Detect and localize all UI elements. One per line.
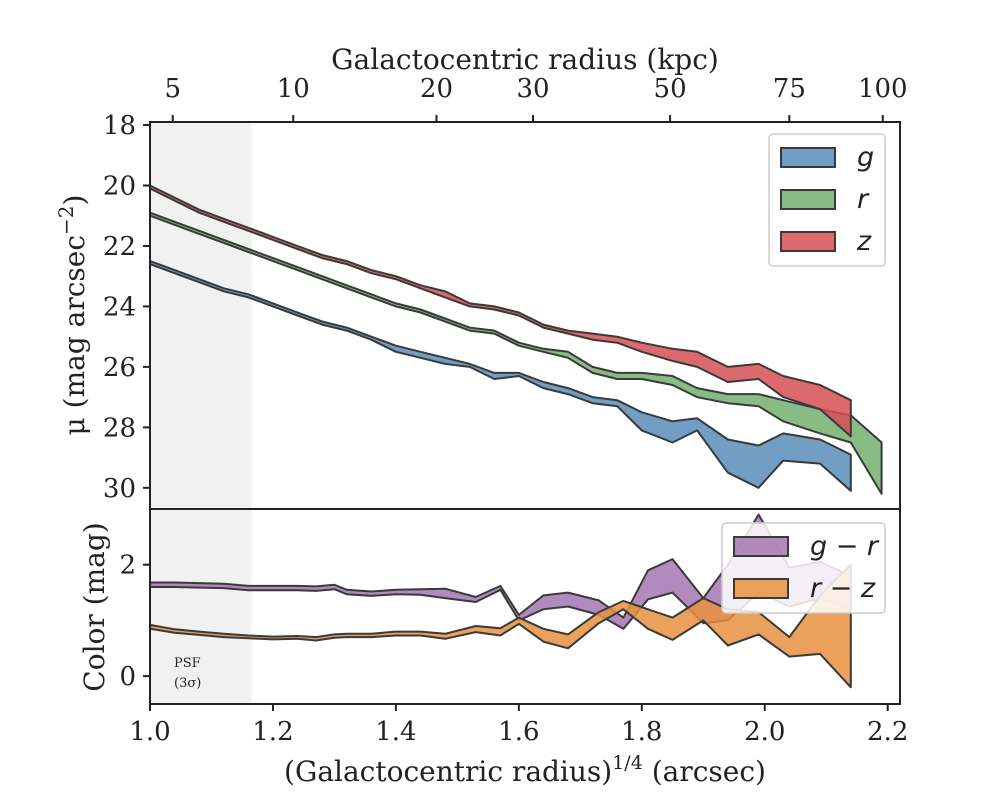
legend-swatch-z	[780, 231, 836, 252]
x-tick-label-2: 2.0	[744, 717, 785, 747]
kpc-tick-label-5: 5	[164, 74, 181, 104]
mu-axis: 18 20 22 24 26 28 30	[103, 111, 150, 504]
kpc-tick-label-20: 20	[420, 74, 453, 104]
surface-brightness-legend: grz	[768, 133, 886, 267]
kpc-axis: 5 10 20 30 50 75 100	[164, 74, 908, 122]
radius-quarter-axis-title-main: (Galactocentric radius)	[284, 755, 612, 788]
psf-label: PSF	[174, 656, 201, 671]
color-legend: g − r r − z	[721, 522, 886, 614]
psf-shaded-region-bottom	[150, 509, 252, 704]
legend-swatch-g-r	[733, 536, 789, 557]
psf-sigma-label: (3σ)	[174, 676, 201, 691]
color-axis: 02	[119, 551, 150, 692]
color-axis-title: Color (mag)	[78, 522, 111, 691]
x-tick-label-1-2: 1.2	[252, 717, 293, 747]
radius-quarter-axis-title-sup: 1/4	[612, 752, 643, 774]
kpc-tick-label-100: 100	[858, 74, 908, 104]
color-panel: 02 1.0 1.2 1.4 1.6 1.8 2.0 2.2 Color (mag) (Ga…	[78, 508, 908, 788]
legend-swatch-g	[780, 147, 836, 168]
mu-tick-label-28: 28	[103, 413, 136, 443]
legend-label-r: r	[857, 184, 870, 215]
legend-label-r-z: r − z	[810, 573, 876, 604]
kpc-tick-label-50: 50	[654, 74, 687, 104]
x-tick-label-1: 1.0	[129, 717, 170, 747]
surface-brightness-bands	[150, 184, 883, 495]
color-tick-label-0: 0	[119, 662, 136, 692]
kpc-tick-label-10: 10	[277, 74, 310, 104]
surface-brightness-panel: 18 20 22 24 26 28 30 5 10 20 30 50 75 100 Galactocen…	[54, 43, 908, 510]
x-tick-label-1-6: 1.6	[498, 717, 539, 747]
mu-tick-label-30: 30	[103, 474, 136, 504]
x-tick-label-1-4: 1.4	[375, 717, 416, 747]
x-tick-label-1-8: 1.8	[621, 717, 662, 747]
x-tick-label-2-2: 2.2	[867, 717, 908, 747]
kpc-tick-label-75: 75	[773, 74, 806, 104]
band-r	[150, 211, 883, 495]
kpc-tick-label-30: 30	[516, 74, 549, 104]
legend-label-z: z	[856, 226, 872, 257]
radius-quarter-axis-title-unit: (arcsec)	[643, 755, 766, 788]
radius-quarter-axis-title: (Galactocentric radius)1/4 (arcsec)	[284, 752, 766, 788]
psf-shaded-region	[150, 122, 252, 509]
bottom-panel-frame	[149, 508, 901, 705]
radius-quarter-axis: 1.0 1.2 1.4 1.6 1.8 2.0 2.2	[129, 704, 908, 747]
band-r-z	[150, 563, 852, 689]
legend-label-g: g	[857, 142, 874, 173]
band-g	[150, 260, 852, 492]
color-tick-label-2: 2	[119, 551, 136, 581]
mu-tick-label-20: 20	[103, 171, 136, 201]
mu-tick-label-24: 24	[103, 292, 136, 322]
mu-axis-title-main: μ (mag arcsec	[58, 235, 91, 435]
band-z	[150, 184, 852, 438]
mu-tick-label-26: 26	[103, 353, 136, 383]
legend-label-g-r: g − r	[810, 531, 880, 562]
mu-tick-label-22: 22	[103, 232, 136, 262]
legend-swatch-r-z	[733, 578, 789, 599]
legend-swatch-r	[780, 189, 836, 210]
kpc-axis-title: Galactocentric radius (kpc)	[331, 43, 719, 76]
mu-axis-title: μ (mag arcsec−2)	[54, 195, 91, 436]
mu-axis-title-sup: −2	[54, 205, 78, 234]
mu-axis-title-close: )	[58, 195, 91, 206]
mu-tick-label-18: 18	[103, 111, 136, 141]
